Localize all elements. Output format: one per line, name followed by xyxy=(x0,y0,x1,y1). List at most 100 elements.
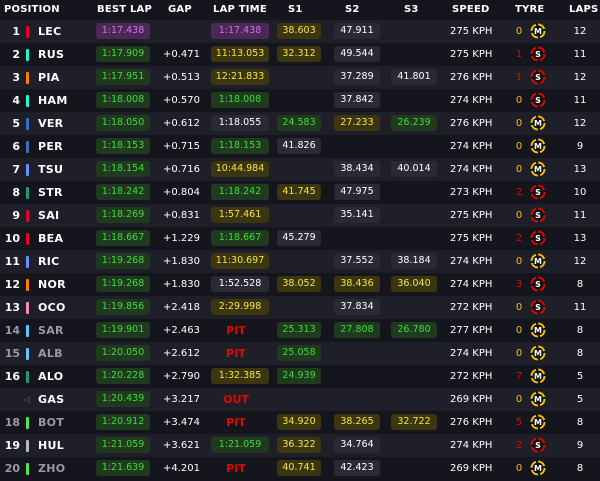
laps-count: 9 xyxy=(576,440,584,451)
best-lap-time: 1:20.439 xyxy=(96,391,150,407)
table-row[interactable]: 12 NOR 1:19.268 +1.830 1:52.528 38.052 3… xyxy=(0,273,600,296)
best-lap-time: 1:18.667 xyxy=(96,230,150,246)
sector-1-time xyxy=(277,92,321,108)
position-number: 3 xyxy=(12,71,20,84)
sector-1-time: 24.939 xyxy=(277,368,321,384)
gap-value: +0.570 xyxy=(162,95,200,106)
laps-count: 8 xyxy=(576,463,584,474)
sector-2-time: 49.544 xyxy=(334,46,380,62)
table-row[interactable]: 19 HUL 1:21.059 +3.621 1:21.059 36.322 3… xyxy=(0,434,600,457)
table-row[interactable]: 4 HAM 1:18.008 +0.570 1:18.008 37.842 27… xyxy=(0,89,600,112)
tyre-compound-icon: S xyxy=(530,46,546,62)
table-row[interactable]: 5 VER 1:18.050 +0.612 1:18.055 24.583 27… xyxy=(0,112,600,135)
table-row[interactable]: 18 BOT 1:20.912 +3.474 PIT 34.920 38.265… xyxy=(0,411,600,434)
position-number: 4 xyxy=(12,94,20,107)
sector-2-time xyxy=(334,138,380,154)
laps-count: 9 xyxy=(576,141,584,152)
tyre-compound-letter: M xyxy=(534,119,542,128)
speed-value: 275 KPH xyxy=(450,233,493,244)
position-number: 13 xyxy=(4,301,20,314)
best-lap-time: 1:18.153 xyxy=(96,138,150,154)
sector-2-time: 27.233 xyxy=(334,115,380,131)
position-number: 18 xyxy=(4,416,20,429)
position-number: 2 xyxy=(12,48,20,61)
best-lap-time: 1:18.154 xyxy=(96,161,150,177)
team-color-bar xyxy=(26,26,29,38)
header-s1: S1 xyxy=(288,4,303,15)
position-number: 8 xyxy=(12,186,20,199)
best-lap-time: 1:18.242 xyxy=(96,184,150,200)
header-lap-time: LAP TIME xyxy=(213,4,267,15)
last-lap-time: PIT xyxy=(226,416,246,429)
gap-value: +2.463 xyxy=(162,325,200,336)
table-row[interactable]: 11 RIC 1:19.268 +1.830 11:30.697 37.552 … xyxy=(0,250,600,273)
best-lap-time: 1:19.268 xyxy=(96,276,150,292)
table-row[interactable]: 20 ZHO 1:21.639 +4.201 PIT 40.741 42.423… xyxy=(0,457,600,480)
laps-count: 12 xyxy=(573,72,587,83)
speed-value: 276 KPH xyxy=(450,72,493,83)
sector-2-time: 35.141 xyxy=(334,207,380,223)
sector-1-time: 36.322 xyxy=(277,437,321,453)
best-lap-time: 1:17.438 xyxy=(96,23,150,39)
sector-1-time: 38.052 xyxy=(277,276,321,292)
table-row[interactable]: 1 LEC 1:17.438 1:17.438 38.603 47.911 27… xyxy=(0,20,600,43)
tyre-age: 0 xyxy=(515,325,523,336)
tyre-age: 0 xyxy=(515,394,523,405)
table-row[interactable]: 6 PER 1:18.153 +0.715 1:18.153 41.826 27… xyxy=(0,135,600,158)
driver-code: STR xyxy=(38,186,63,199)
sector-2-time xyxy=(334,368,380,384)
team-color-bar xyxy=(26,118,29,130)
table-row[interactable]: 8 STR 1:18.242 +0.804 1:18.242 41.745 47… xyxy=(0,181,600,204)
table-row[interactable]: 10 BEA 1:18.667 +1.229 1:18.667 45.279 2… xyxy=(0,227,600,250)
gap-value: +0.831 xyxy=(162,210,200,221)
speed-value: 276 KPH xyxy=(450,417,493,428)
sector-3-time: 38.184 xyxy=(391,253,437,269)
tyre-compound-icon: S xyxy=(530,92,546,108)
driver-code: BEA xyxy=(38,232,64,245)
table-row[interactable]: 3 PIA 1:17.951 +0.513 12:21.833 37.289 4… xyxy=(0,66,600,89)
gap-value: +2.418 xyxy=(162,302,200,313)
table-row[interactable]: 9 SAI 1:18.269 +0.831 1:57.461 35.141 27… xyxy=(0,204,600,227)
tyre-age: 2 xyxy=(515,233,523,244)
retired-arrow-icon: ◁ xyxy=(24,395,31,404)
speed-value: 277 KPH xyxy=(450,325,493,336)
laps-count: 11 xyxy=(573,302,587,313)
table-row[interactable]: 15 ALB 1:20.050 +2.612 PIT 25.058 274 KP… xyxy=(0,342,600,365)
tyre-compound-letter: M xyxy=(534,395,542,404)
team-color-bar xyxy=(26,256,29,268)
tyre-compound-icon: M xyxy=(530,414,546,430)
speed-value: 273 KPH xyxy=(450,187,493,198)
table-row[interactable]: 2 RUS 1:17.909 +0.471 11:13.053 32.312 4… xyxy=(0,43,600,66)
laps-count: 5 xyxy=(576,394,584,405)
tyre-compound-icon: M xyxy=(530,460,546,476)
sector-2-time: 37.842 xyxy=(334,92,380,108)
sector-1-time: 38.603 xyxy=(277,23,321,39)
speed-value: 274 KPH xyxy=(450,440,493,451)
tyre-age: 0 xyxy=(515,95,523,106)
best-lap-time: 1:19.901 xyxy=(96,322,150,338)
driver-code: HUL xyxy=(38,439,65,452)
last-lap-time: 1:52.528 xyxy=(211,276,269,292)
best-lap-time: 1:20.050 xyxy=(96,345,150,361)
tyre-compound-icon: S xyxy=(530,207,546,223)
header-position: POSITION xyxy=(4,4,60,15)
tyre-age: 0 xyxy=(515,256,523,267)
best-lap-time: 1:18.050 xyxy=(96,115,150,131)
table-row[interactable]: 14 SAR 1:19.901 +2.463 PIT 25.313 27.808… xyxy=(0,319,600,342)
table-row[interactable]: 7 TSU 1:18.154 +0.716 10:44.984 38.434 4… xyxy=(0,158,600,181)
best-lap-time: 1:19.856 xyxy=(96,299,150,315)
position-number: 5 xyxy=(12,117,20,130)
best-lap-time: 1:17.951 xyxy=(96,69,150,85)
laps-count: 11 xyxy=(573,95,587,106)
speed-value: 275 KPH xyxy=(450,210,493,221)
sector-3-time xyxy=(391,23,437,39)
best-lap-time: 1:18.008 xyxy=(96,92,150,108)
sector-2-time: 38.434 xyxy=(334,161,380,177)
gap-value: +3.474 xyxy=(162,417,200,428)
last-lap-time: PIT xyxy=(226,347,246,360)
position-number: 6 xyxy=(12,140,20,153)
table-row[interactable]: 13 OCO 1:19.856 +2.418 2:29.998 37.834 2… xyxy=(0,296,600,319)
table-row[interactable]: 16 ALO 1:20.228 +2.790 1:32.385 24.939 2… xyxy=(0,365,600,388)
sector-2-time: 27.808 xyxy=(334,322,380,338)
table-row[interactable]: ◁ GAS 1:20.439 +3.217 OUT 269 KPH 0 M 5 xyxy=(0,388,600,411)
